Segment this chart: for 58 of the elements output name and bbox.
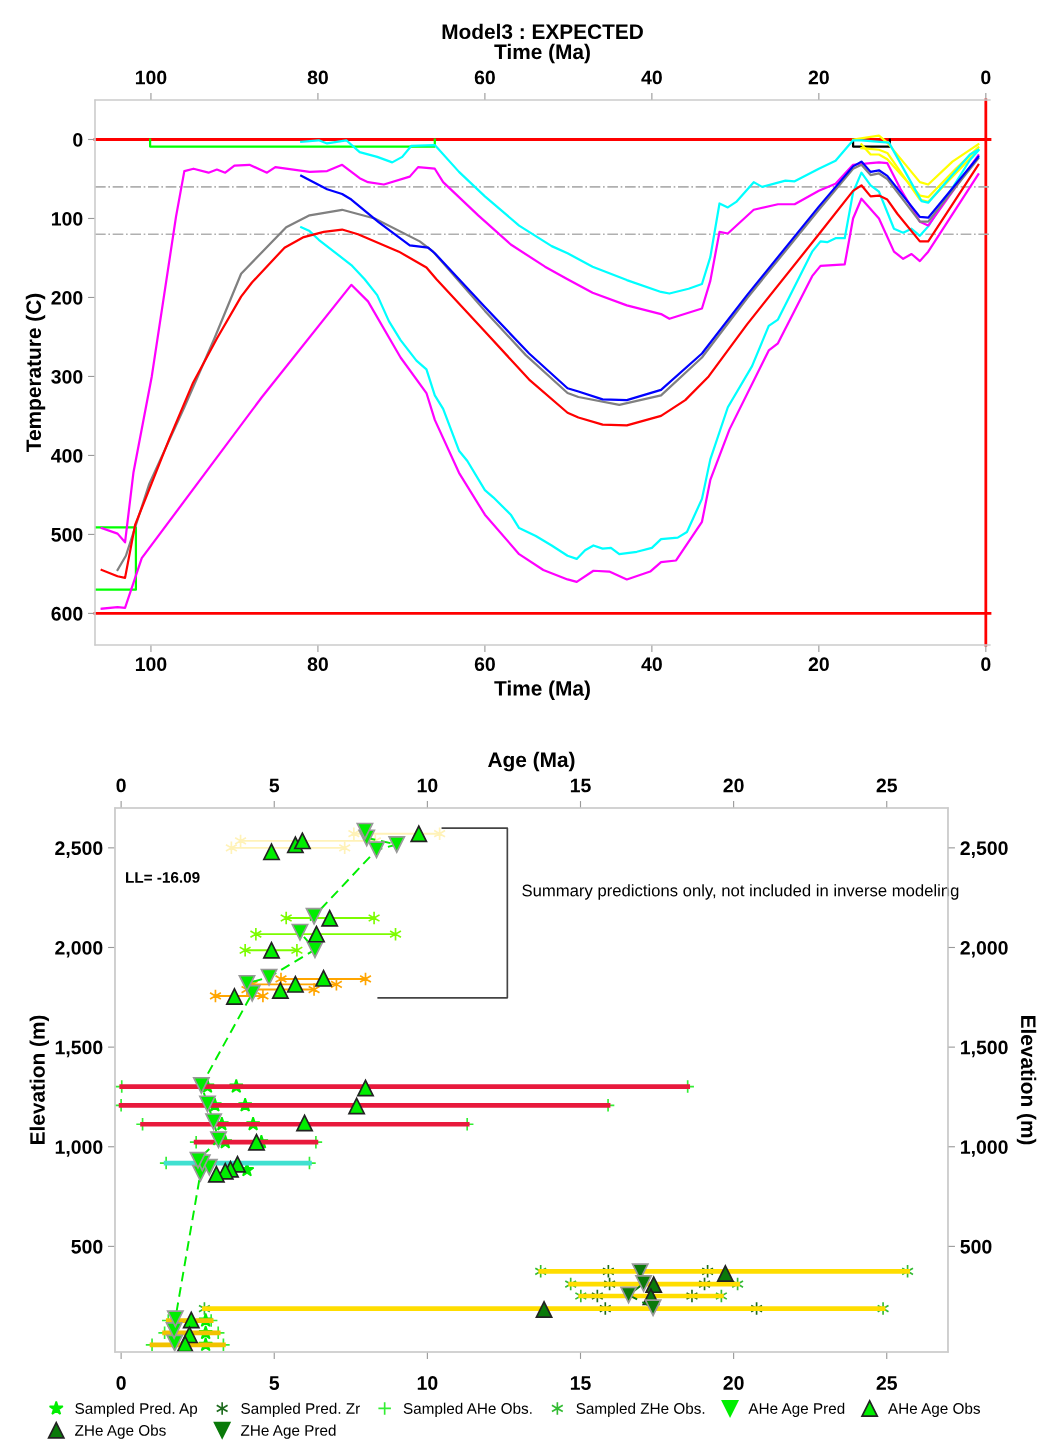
x2-tick-label: 10: [417, 1376, 438, 1390]
x2-tick-label: 100: [135, 70, 167, 85]
y2-tick-label: 2,000: [960, 940, 1008, 958]
y2-tick-label: 500: [960, 1239, 992, 1254]
y-tick-label: 400: [51, 448, 83, 463]
legend-label: ZHe Age Pred: [240, 1424, 336, 1439]
legend-label: Sampled Pred. Ap: [75, 1402, 198, 1417]
x-tick-label: 20: [808, 657, 829, 672]
x-tick-label: 15: [570, 778, 591, 793]
y2-tick-label: 2,500: [960, 841, 1008, 858]
x2-tick-label: 0: [981, 70, 991, 85]
x2-axis-title: Age (Ma): [488, 751, 575, 772]
x2-tick-label: 20: [723, 1376, 744, 1390]
y-tick-label: 500: [51, 527, 83, 542]
x-axis-title: Time (Ma): [494, 680, 590, 700]
y-tick-label: 0: [73, 132, 83, 147]
x2-axis-title: Time (Ma): [494, 43, 590, 64]
x2-tick-label: 15: [570, 1376, 591, 1390]
x2-tick-label: 80: [307, 70, 328, 85]
y-tick-label: 1,500: [55, 1040, 103, 1058]
y-tick-label: 100: [51, 211, 83, 226]
annotation: LL= -16.09: [126, 872, 200, 883]
chart-title: Model3 : EXPECTED: [442, 23, 643, 40]
x2-tick-label: 60: [474, 70, 495, 85]
y-tick-label: 1,000: [55, 1140, 103, 1157]
x-tick-label: 0: [116, 778, 126, 793]
y-tick-label: 2,500: [55, 841, 103, 858]
legend-label: AHe Age Obs: [888, 1402, 980, 1417]
x-tick-label: 5: [269, 778, 280, 793]
y2-tick-label: 1,000: [961, 1140, 1008, 1157]
x-tick-label: 10: [417, 778, 438, 793]
y-tick-label: 600: [51, 606, 83, 621]
x2-tick-label: 5: [269, 1376, 280, 1390]
x-tick-label: 80: [307, 657, 328, 672]
y-axis-title: Temperature (C): [25, 293, 46, 452]
x-tick-label: 25: [876, 778, 898, 793]
annotation: Summary predictions only, not included in inverse modeling: [522, 884, 959, 900]
legend-label: Sampled Pred. Zr: [241, 1402, 360, 1417]
x-tick-label: 60: [474, 657, 495, 672]
x2-tick-label: 0: [116, 1376, 126, 1390]
y-tick-label: 200: [51, 290, 83, 305]
legend-label: Sampled ZHe Obs.: [576, 1402, 705, 1417]
x-tick-label: 100: [135, 657, 167, 672]
y2-tick-label: 1,500: [961, 1040, 1008, 1058]
x2-tick-label: 20: [808, 70, 829, 85]
x-tick-label: 20: [723, 778, 744, 793]
x2-tick-label: 40: [641, 70, 662, 85]
x-tick-label: 0: [981, 657, 991, 672]
x-tick-label: 40: [641, 657, 662, 672]
legend-label: Sampled AHe Obs.: [403, 1402, 532, 1417]
y2-axis-title: Elevation (m): [1016, 1015, 1037, 1145]
legend-label: ZHe Age Obs: [75, 1424, 166, 1439]
y-tick-label: 2,000: [55, 940, 103, 958]
x2-tick-label: 25: [876, 1376, 898, 1390]
legend-label: AHe Age Pred: [748, 1402, 845, 1417]
y-tick-label: 300: [51, 369, 83, 384]
y-tick-label: 500: [71, 1239, 103, 1254]
y-axis-title: Elevation (m): [29, 1015, 49, 1145]
